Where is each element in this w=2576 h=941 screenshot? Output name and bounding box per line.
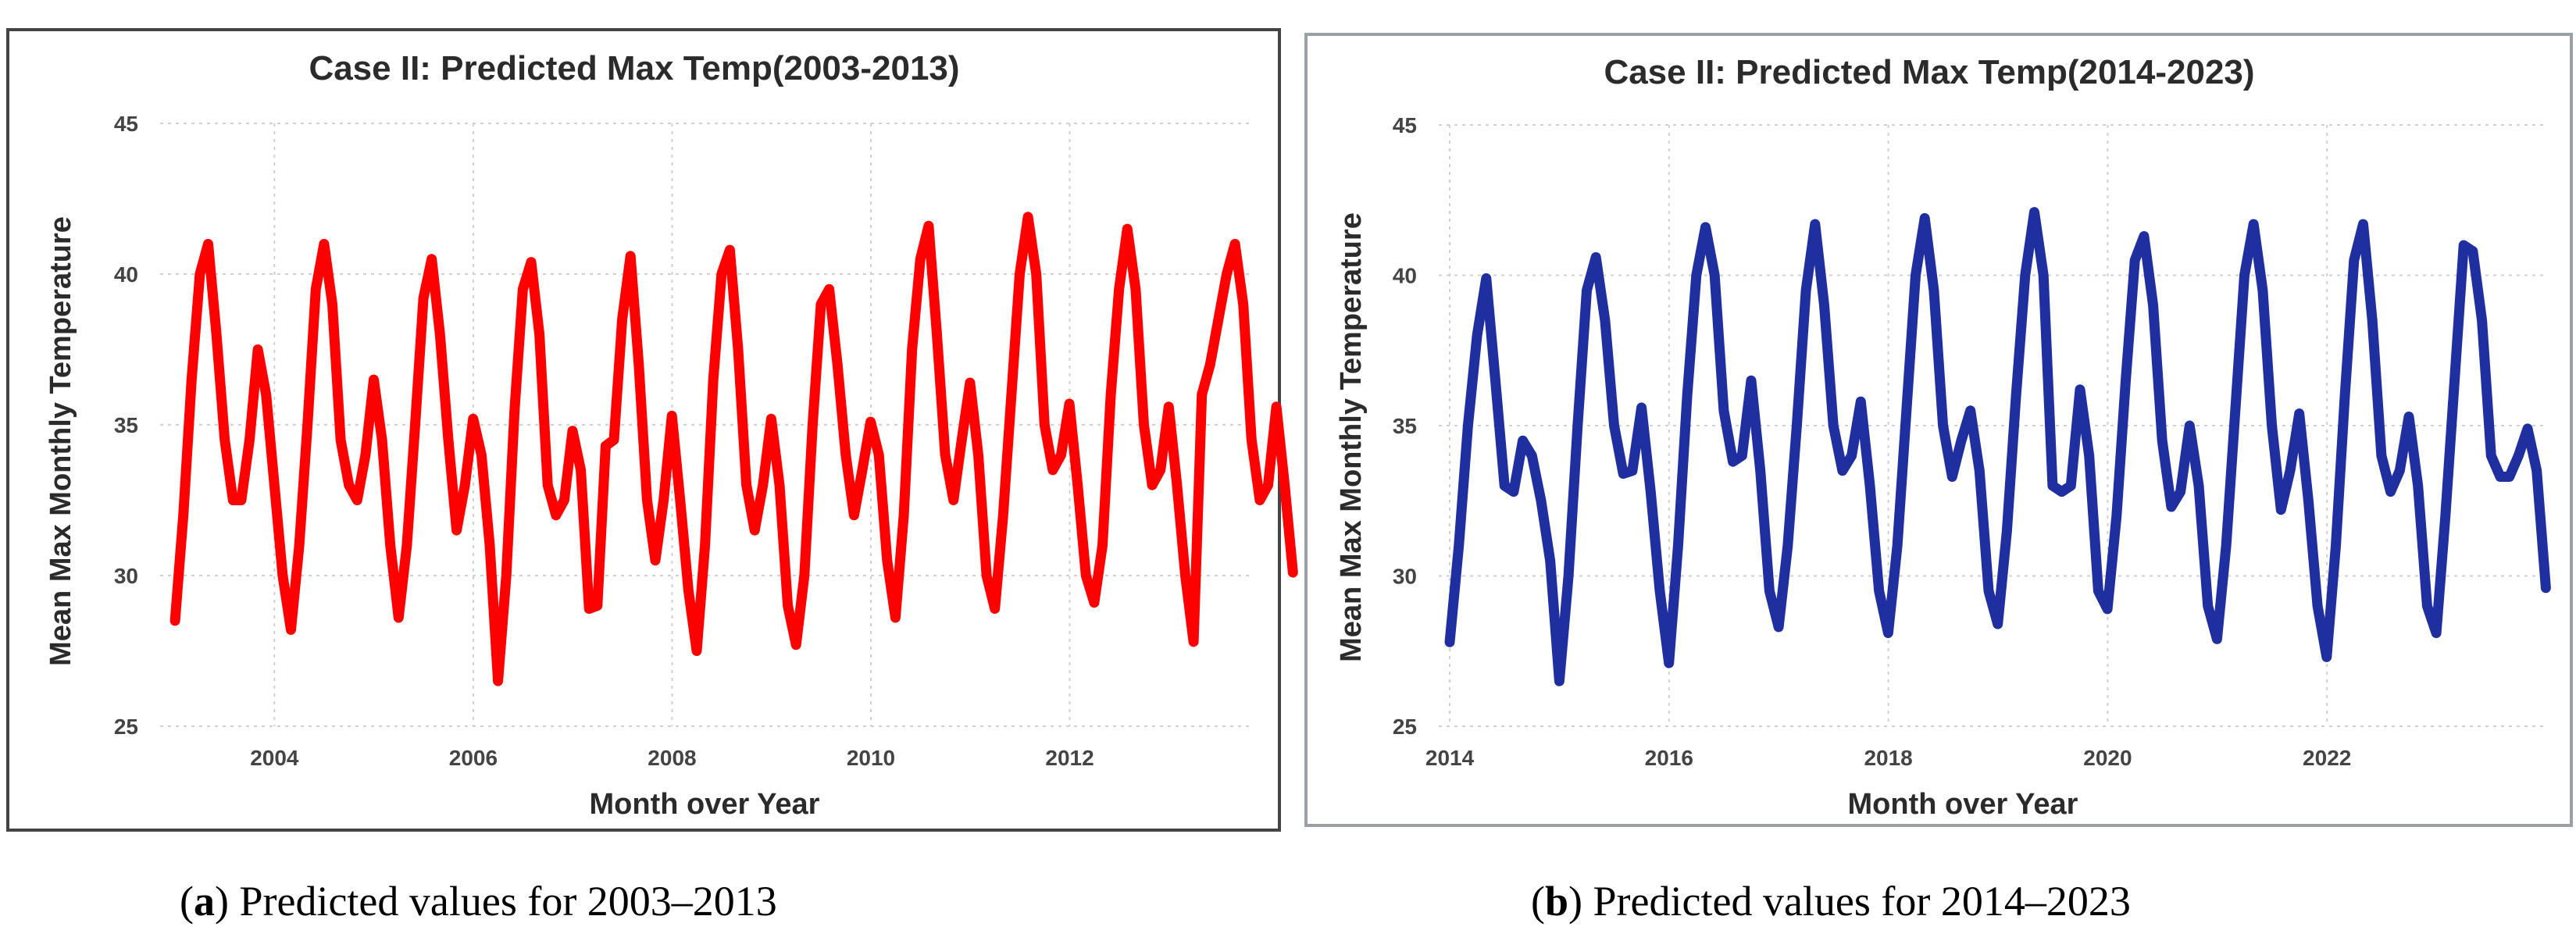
panel-b-series-line bbox=[1444, 207, 2551, 686]
panel-a-series-line bbox=[169, 212, 1298, 686]
panel-b-xtick-label: 2014 bbox=[1425, 746, 1475, 770]
panel-b-xtick-label: 2020 bbox=[2083, 746, 2132, 770]
panel-a-title: Case II: Predicted Max Temp(2003-2013) bbox=[309, 49, 959, 87]
panel-a-ytick-label: 35 bbox=[114, 413, 138, 437]
caption-a-tag: a bbox=[194, 878, 215, 925]
panel-a-xtick-label: 2004 bbox=[250, 746, 299, 770]
panel-a-ytick-label: 40 bbox=[114, 262, 138, 287]
panel-b-ytick-label: 35 bbox=[1393, 414, 1417, 438]
panel-b-ytick-label: 25 bbox=[1393, 715, 1417, 739]
panel-b-xtick-label: 2016 bbox=[1645, 746, 1693, 770]
panel-a-xtick-label: 2008 bbox=[648, 746, 696, 770]
caption-b-text: Predicted values for 2014–2023 bbox=[1582, 878, 2131, 925]
panel-b-ytick-label: 45 bbox=[1393, 113, 1417, 137]
panel-a-ytick-label: 25 bbox=[114, 715, 138, 739]
panel-a-xtick-label: 2010 bbox=[847, 746, 895, 770]
panel-a-plot: 25 30 35 40 45 2004 2006 2008 2010 2012 bbox=[114, 112, 1298, 770]
caption-a-text: Predicted values for 2003–2013 bbox=[229, 878, 777, 925]
panel-b-xlabel: Month over Year bbox=[1848, 788, 2078, 821]
panel-a-ytick-label: 30 bbox=[114, 564, 138, 588]
panel-a-xlabel: Month over Year bbox=[590, 788, 820, 821]
panel-b-plot: 25 30 35 40 45 2014 2016 2018 2020 2022 bbox=[1393, 113, 2551, 770]
panel-a-ytick-label: 45 bbox=[114, 112, 138, 136]
panel-b-title: Case II: Predicted Max Temp(2014-2023) bbox=[1604, 53, 2254, 91]
panel-b-ytick-label: 40 bbox=[1393, 264, 1417, 288]
panel-b-xtick-label: 2018 bbox=[1864, 746, 1912, 770]
panel-a-ylabel: Mean Max Monthly Temperature bbox=[45, 216, 77, 666]
caption-b: (b) Predicted values for 2014–2023 bbox=[1531, 878, 2131, 925]
caption-a: (a) Predicted values for 2003–2013 bbox=[180, 878, 777, 925]
panel-a-xtick-label: 2006 bbox=[449, 746, 498, 770]
panel-b-ytick-label: 30 bbox=[1393, 565, 1417, 589]
panel-b-ylabel: Mean Max Monthly Temperature bbox=[1335, 212, 1368, 662]
panel-a-xtick-label: 2012 bbox=[1045, 746, 1094, 770]
caption-b-tag: b bbox=[1545, 878, 1568, 925]
panel-b-xtick-label: 2022 bbox=[2303, 746, 2351, 770]
